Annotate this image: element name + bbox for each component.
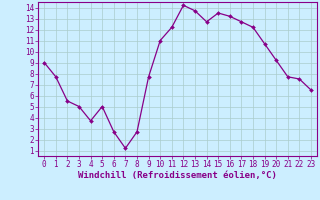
X-axis label: Windchill (Refroidissement éolien,°C): Windchill (Refroidissement éolien,°C) xyxy=(78,171,277,180)
